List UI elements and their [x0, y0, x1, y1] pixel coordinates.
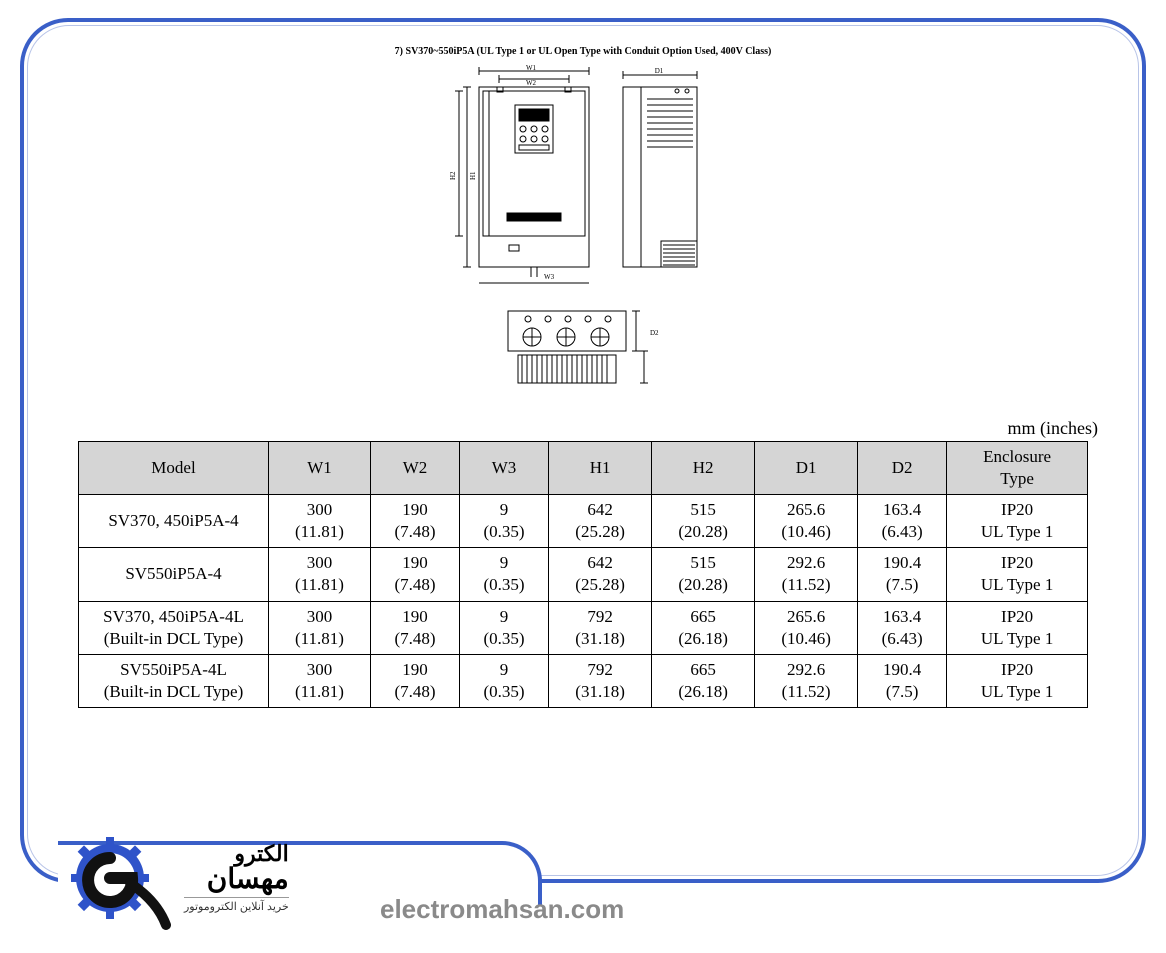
cell-d2: 163.4(6.43) — [858, 495, 947, 548]
col-enc: Enclosure Type — [947, 442, 1088, 495]
cell-model: SV550iP5A-4L(Built-in DCL Type) — [79, 654, 269, 707]
cell-model: SV370, 450iP5A-4 — [79, 495, 269, 548]
unit-label: mm (inches) — [40, 418, 1098, 439]
dim-d1: D1 — [655, 67, 664, 75]
table-row: SV370, 450iP5A-4L(Built-in DCL Type)300(… — [79, 601, 1088, 654]
cell-w2: 190(7.48) — [371, 548, 460, 601]
dim-w2: W2 — [526, 79, 537, 87]
page-content: 7) SV370~550iP5A (UL Type 1 or UL Open T… — [40, 40, 1126, 853]
cell-w3: 9(0.35) — [460, 495, 549, 548]
section-heading: 7) SV370~550iP5A (UL Type 1 or UL Open T… — [40, 46, 1126, 57]
dim-h2: H2 — [449, 171, 457, 180]
cell-model: SV370, 450iP5A-4L(Built-in DCL Type) — [79, 601, 269, 654]
cell-enclosure: IP20UL Type 1 — [947, 654, 1088, 707]
col-w3: W3 — [460, 442, 549, 495]
col-enc-l2: Type — [1000, 469, 1034, 488]
col-h2: H2 — [652, 442, 755, 495]
brand-logo: الکترو مهسان خرید آنلاین الکتروموتور — [62, 823, 289, 933]
cell-h1: 642(25.28) — [549, 548, 652, 601]
cell-d1: 292.6(11.52) — [755, 654, 858, 707]
table-body: SV370, 450iP5A-4300(11.81)190(7.48)9(0.3… — [79, 495, 1088, 708]
cell-w1: 300(11.81) — [269, 654, 371, 707]
cell-enclosure: IP20UL Type 1 — [947, 548, 1088, 601]
dim-h1: H1 — [469, 171, 477, 180]
cell-model: SV550iP5A-4 — [79, 548, 269, 601]
front-view-diagram: W1 W2 H2 H1 W3 — [449, 65, 609, 295]
dim-d2: D2 — [650, 329, 659, 337]
cell-w2: 190(7.48) — [371, 601, 460, 654]
cell-w1: 300(11.81) — [269, 495, 371, 548]
dim-w3: W3 — [544, 273, 555, 281]
cell-h2: 665(26.18) — [652, 601, 755, 654]
col-d1: D1 — [755, 442, 858, 495]
col-model: Model — [79, 442, 269, 495]
col-d2: D2 — [858, 442, 947, 495]
cell-h1: 642(25.28) — [549, 495, 652, 548]
table-row: SV550iP5A-4300(11.81)190(7.48)9(0.35)642… — [79, 548, 1088, 601]
table-row: SV550iP5A-4L(Built-in DCL Type)300(11.81… — [79, 654, 1088, 707]
cell-d1: 265.6(10.46) — [755, 495, 858, 548]
col-w2: W2 — [371, 442, 460, 495]
cell-enclosure: IP20UL Type 1 — [947, 601, 1088, 654]
dim-w1: W1 — [526, 65, 537, 72]
cell-d2: 190.4(7.5) — [858, 548, 947, 601]
cell-enclosure: IP20UL Type 1 — [947, 495, 1088, 548]
cell-h2: 665(26.18) — [652, 654, 755, 707]
dimensions-table: Model W1 W2 W3 H1 H2 D1 D2 Enclosure Type… — [78, 441, 1088, 708]
brand-line1: الکترو — [184, 843, 289, 865]
col-w1: W1 — [269, 442, 371, 495]
cell-h1: 792(31.18) — [549, 654, 652, 707]
cell-h1: 792(31.18) — [549, 601, 652, 654]
gear-icon — [62, 823, 172, 933]
col-h1: H1 — [549, 442, 652, 495]
cell-w1: 300(11.81) — [269, 601, 371, 654]
cell-d1: 265.6(10.46) — [755, 601, 858, 654]
col-enc-l1: Enclosure — [983, 447, 1051, 466]
cell-w2: 190(7.48) — [371, 495, 460, 548]
cell-d2: 190.4(7.5) — [858, 654, 947, 707]
technical-drawings: W1 W2 H2 H1 W3 — [40, 65, 1126, 400]
brand-tagline: خرید آنلاین الکتروموتور — [184, 897, 289, 913]
brand-line2: مهسان — [184, 865, 289, 893]
side-view-diagram: D1 — [617, 65, 717, 295]
footer-url: electromahsan.com — [380, 894, 624, 925]
cell-d1: 292.6(11.52) — [755, 548, 858, 601]
cell-h2: 515(20.28) — [652, 495, 755, 548]
cell-d2: 163.4(6.43) — [858, 601, 947, 654]
brand-text: الکترو مهسان خرید آنلاین الکتروموتور — [184, 843, 289, 913]
cell-w3: 9(0.35) — [460, 548, 549, 601]
cell-w1: 300(11.81) — [269, 548, 371, 601]
cell-w2: 190(7.48) — [371, 654, 460, 707]
bottom-view-diagram: D2 — [498, 305, 668, 400]
cell-w3: 9(0.35) — [460, 601, 549, 654]
drawing-row-top: W1 W2 H2 H1 W3 — [449, 65, 717, 295]
cell-w3: 9(0.35) — [460, 654, 549, 707]
table-header-row: Model W1 W2 W3 H1 H2 D1 D2 Enclosure Type — [79, 442, 1088, 495]
table-row: SV370, 450iP5A-4300(11.81)190(7.48)9(0.3… — [79, 495, 1088, 548]
cell-h2: 515(20.28) — [652, 548, 755, 601]
